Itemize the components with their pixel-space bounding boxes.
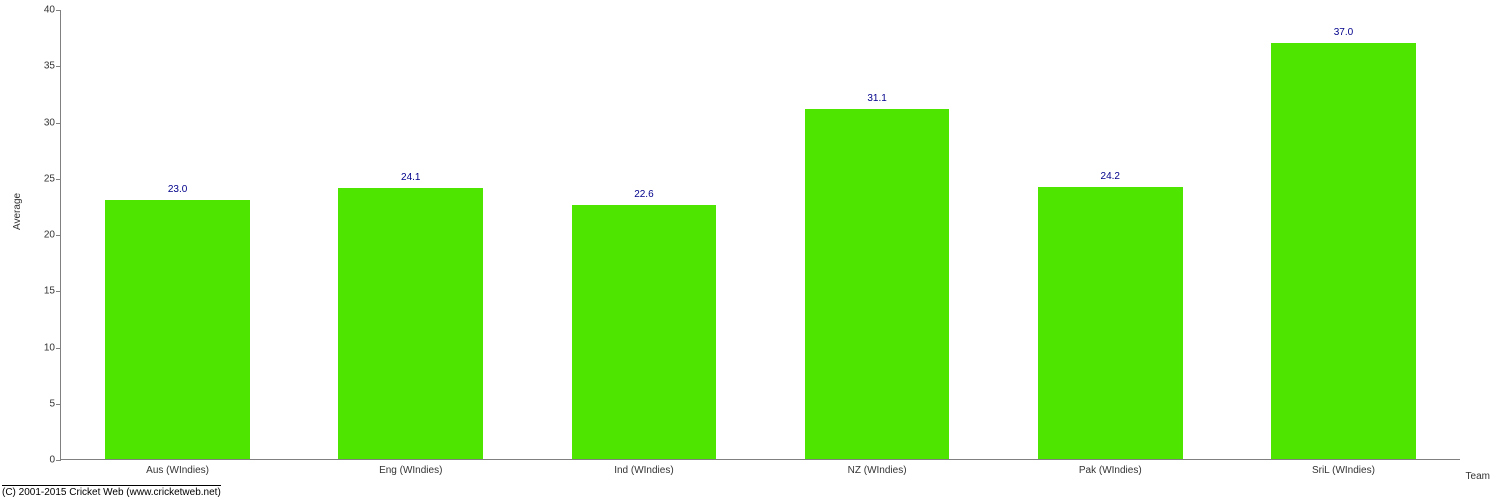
- chart-plot-area: 0510152025303540 23.0Aus (WIndies)24.1En…: [60, 10, 1460, 460]
- bar-value-label: 22.6: [634, 189, 653, 200]
- copyright-text: (C) 2001-2015 Cricket Web (www.cricketwe…: [2, 485, 221, 498]
- bar-value-label: 37.0: [1334, 27, 1353, 38]
- y-tick-label: 10: [25, 342, 55, 353]
- x-tick-label: Aus (WIndies): [146, 465, 209, 476]
- y-axis-label: Average: [12, 193, 23, 230]
- y-tick-label: 0: [25, 455, 55, 466]
- bar-slot: 24.1Eng (WIndies): [294, 10, 527, 459]
- y-tick-mark: [56, 460, 61, 461]
- y-tick-label: 30: [25, 117, 55, 128]
- x-axis-label: Team: [1466, 471, 1490, 482]
- bar-slot: 37.0SriL (WIndies): [1227, 10, 1460, 459]
- bar-slot: 23.0Aus (WIndies): [61, 10, 294, 459]
- bar: 24.2: [1038, 187, 1183, 459]
- x-tick-label: Pak (WIndies): [1079, 465, 1142, 476]
- x-tick-label: Ind (WIndies): [614, 465, 673, 476]
- bar-value-label: 23.0: [168, 184, 187, 195]
- x-tick-label: NZ (WIndies): [848, 465, 907, 476]
- bar: 24.1: [338, 188, 483, 459]
- bar: 23.0: [105, 200, 250, 459]
- y-tick-label: 15: [25, 286, 55, 297]
- bar-value-label: 24.2: [1101, 171, 1120, 182]
- x-tick-label: SriL (WIndies): [1312, 465, 1375, 476]
- y-tick-label: 25: [25, 173, 55, 184]
- bar-slot: 31.1NZ (WIndies): [761, 10, 994, 459]
- y-tick-label: 40: [25, 5, 55, 16]
- bar-value-label: 31.1: [867, 93, 886, 104]
- bar: 31.1: [805, 109, 950, 459]
- y-tick-label: 35: [25, 61, 55, 72]
- bar: 37.0: [1271, 43, 1416, 459]
- y-tick-label: 20: [25, 230, 55, 241]
- bars-container: 23.0Aus (WIndies)24.1Eng (WIndies)22.6In…: [61, 10, 1460, 459]
- bar: 22.6: [572, 205, 717, 459]
- x-tick-label: Eng (WIndies): [379, 465, 442, 476]
- bar-value-label: 24.1: [401, 172, 420, 183]
- bar-slot: 22.6Ind (WIndies): [527, 10, 760, 459]
- bar-slot: 24.2Pak (WIndies): [994, 10, 1227, 459]
- y-tick-label: 5: [25, 398, 55, 409]
